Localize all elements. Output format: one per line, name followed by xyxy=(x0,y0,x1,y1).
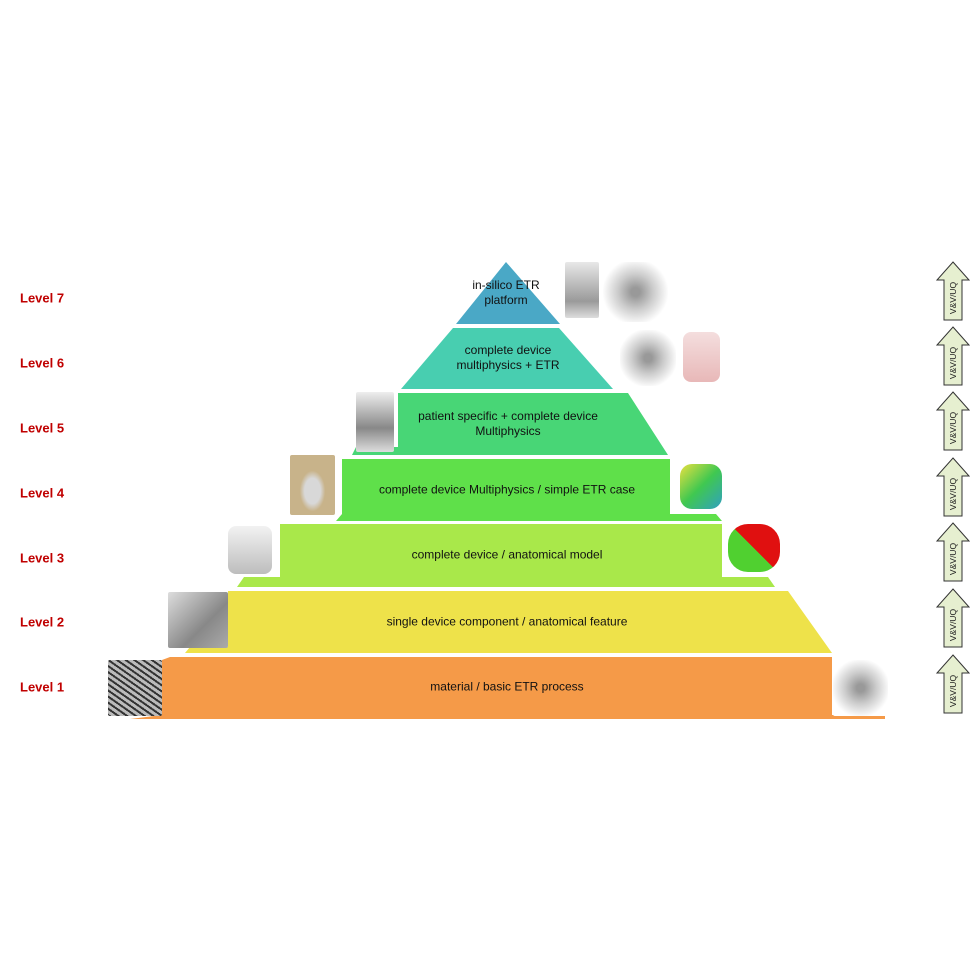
level-1-label: Level 1 xyxy=(20,679,65,695)
text-line: complete device xyxy=(464,343,552,357)
vv-uq-label: V&V/UQ xyxy=(948,347,958,380)
up-arrow-icon xyxy=(935,588,971,648)
up-arrow-icon xyxy=(935,654,971,714)
level-4-label: Level 4 xyxy=(20,485,65,501)
level-5-label: Level 5 xyxy=(20,420,65,436)
level-3-label: Level 3 xyxy=(20,550,65,566)
vv-uq-arrow: V&V/UQ xyxy=(935,522,971,582)
level-6-text: complete device multiphysics + ETR xyxy=(456,343,559,373)
vv-uq-arrow: V&V/UQ xyxy=(935,261,971,321)
anatomical-model-image xyxy=(728,524,780,572)
text-line: multiphysics + ETR xyxy=(456,358,560,372)
vv-uq-label: V&V/UQ xyxy=(948,543,958,576)
level-6-label: Level 6 xyxy=(20,355,65,371)
level-7-label: Level 7 xyxy=(20,290,65,306)
vv-uq-label: V&V/UQ xyxy=(948,412,958,445)
stent-graft-image xyxy=(356,392,394,452)
vv-uq-arrow: V&V/UQ xyxy=(935,391,971,451)
vv-uq-label: V&V/UQ xyxy=(948,282,958,315)
text-line: platform xyxy=(484,293,528,307)
level-2-text: single device component / anatomical fea… xyxy=(386,614,628,629)
cell-network-image xyxy=(833,660,888,716)
level-2-label: Level 2 xyxy=(20,614,65,630)
level-1-tier xyxy=(130,657,885,719)
vv-uq-arrow: V&V/UQ xyxy=(935,457,971,517)
vv-uq-label: V&V/UQ xyxy=(948,609,958,642)
text-line: in-silico ETR xyxy=(472,278,540,292)
up-arrow-icon xyxy=(935,261,971,321)
up-arrow-icon xyxy=(935,391,971,451)
up-arrow-icon xyxy=(935,326,971,386)
heart-valve-image xyxy=(228,526,272,574)
vv-uq-arrow: V&V/UQ xyxy=(935,326,971,386)
up-arrow-icon xyxy=(935,522,971,582)
aorta-simulation-image xyxy=(680,464,722,509)
level-2-tier xyxy=(185,591,832,653)
vv-uq-label: V&V/UQ xyxy=(948,478,958,511)
cell-network-image xyxy=(620,330,676,386)
valve-mesh-image xyxy=(683,332,720,382)
level-5-tier xyxy=(352,393,668,455)
valve-model-image xyxy=(290,455,335,515)
level-3-text: complete device / anatomical model xyxy=(411,547,603,562)
up-arrow-icon xyxy=(935,457,971,517)
level-7-tier xyxy=(456,262,560,324)
level-6-tier xyxy=(401,328,613,389)
stent-graft-image xyxy=(565,262,599,318)
level-4-text: complete device Multiphysics / simple ET… xyxy=(378,482,636,497)
vv-uq-arrow: V&V/UQ xyxy=(935,654,971,714)
level-7-text: in-silico ETR platform xyxy=(472,278,539,308)
cell-network-image xyxy=(603,262,668,322)
vv-uq-label: V&V/UQ xyxy=(948,675,958,708)
text-line: Multiphysics xyxy=(475,424,541,438)
stent-component-image xyxy=(168,592,228,648)
level-1-text: material / basic ETR process xyxy=(430,679,584,694)
vv-uq-arrow: V&V/UQ xyxy=(935,588,971,648)
level-4-tier xyxy=(336,459,722,521)
fiber-material-image xyxy=(108,660,162,716)
level-3-tier xyxy=(237,524,775,587)
text-line: patient specific + complete device xyxy=(418,409,598,423)
level-5-text: patient specific + complete device Multip… xyxy=(418,409,598,439)
